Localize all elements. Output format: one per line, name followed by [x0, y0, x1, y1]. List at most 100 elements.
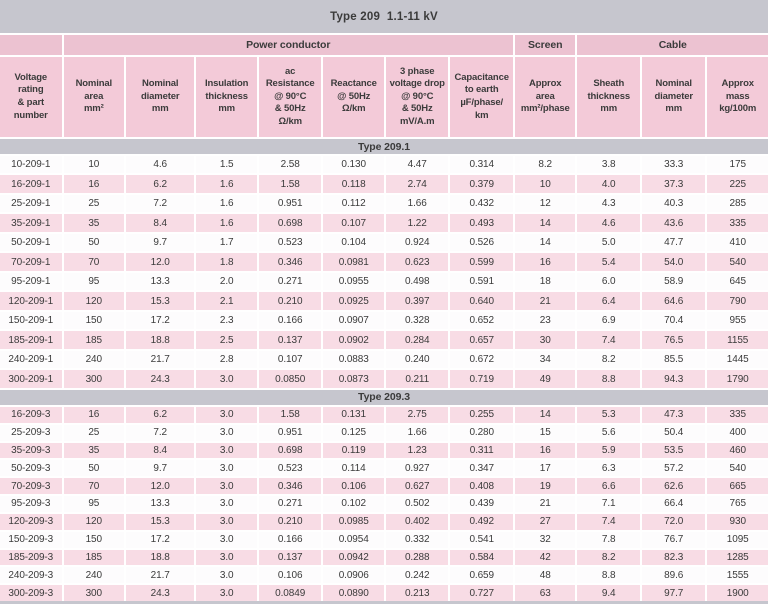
table-cell: 765	[707, 496, 768, 512]
table-cell: 5.6	[577, 424, 640, 441]
table-cell: 0.118	[323, 175, 384, 193]
part-number-cell: 16-209-3	[0, 406, 62, 423]
table-cell: 85.5	[641, 350, 706, 369]
table-cell: 0.0849	[258, 585, 322, 601]
table-cell: 0.130	[323, 156, 384, 174]
table-cell: 0.106	[258, 567, 322, 584]
table-cell: 0.211	[385, 370, 449, 388]
table-cell: 15.3	[126, 292, 195, 310]
part-number-cell: 185-209-3	[0, 549, 62, 566]
table-cell: 0.284	[385, 331, 449, 349]
part-number-cell: 50-209-1	[0, 233, 62, 252]
table-cell: 0.0954	[323, 531, 384, 548]
table-cell: 185	[63, 331, 125, 349]
table-cell: 1.6	[196, 175, 257, 193]
table-cell: 0.927	[385, 460, 449, 477]
table-cell: 1095	[707, 531, 768, 548]
table-cell: 0.951	[258, 424, 322, 441]
table-cell: 7.4	[577, 513, 640, 530]
part-number-cell: 16-209-1	[0, 175, 62, 193]
table-cell: 25	[63, 194, 125, 213]
table-cell: 0.137	[258, 549, 322, 566]
table-cell: 0.408	[450, 478, 513, 495]
table-cell: 0.0955	[323, 272, 384, 291]
table-cell: 4.0	[577, 175, 640, 193]
cable-spec-table: Power conductor Screen Cable Voltage rating…	[0, 35, 768, 601]
table-cell: 12	[514, 194, 576, 213]
table-cell: 0.627	[385, 478, 449, 495]
table-cell: 5.9	[577, 442, 640, 459]
table-cell: 240	[63, 567, 125, 584]
table-cell: 6.6	[577, 478, 640, 495]
column-group-header: Cable	[577, 35, 768, 55]
table-cell: 5.3	[577, 406, 640, 423]
table-cell: 0.397	[385, 292, 449, 310]
table-cell: 1.6	[196, 194, 257, 213]
part-number-cell: 240-209-1	[0, 350, 62, 369]
table-cell: 40.3	[641, 194, 706, 213]
table-cell: 1155	[707, 331, 768, 349]
table-cell: 8.8	[577, 370, 640, 388]
table-cell: 0.698	[258, 442, 322, 459]
table-cell: 0.672	[450, 350, 513, 369]
table-cell: 930	[707, 513, 768, 530]
table-cell: 30	[514, 331, 576, 349]
table-cell: 16	[63, 406, 125, 423]
column-group-header: Screen	[514, 35, 576, 55]
table-cell: 47.3	[641, 406, 706, 423]
table-cell: 0.432	[450, 194, 513, 213]
table-cell: 0.271	[258, 272, 322, 291]
table-cell: 0.523	[258, 460, 322, 477]
table-cell: 97.7	[641, 585, 706, 601]
part-number-cell: 35-209-1	[0, 214, 62, 232]
table-cell: 58.9	[641, 272, 706, 291]
table-cell: 89.6	[641, 567, 706, 584]
table-area: Power conductor Screen Cable Voltage rating…	[0, 33, 768, 601]
table-cell: 70	[63, 478, 125, 495]
table-cell: 0.640	[450, 292, 513, 310]
table-cell: 35	[63, 442, 125, 459]
table-cell: 120	[63, 513, 125, 530]
table-cell: 0.541	[450, 531, 513, 548]
table-cell: 1900	[707, 585, 768, 601]
table-cell: 3.0	[196, 442, 257, 459]
table-cell: 0.493	[450, 214, 513, 232]
table-cell: 0.591	[450, 272, 513, 291]
table-cell: 0.166	[258, 531, 322, 548]
table-cell: 3.0	[196, 424, 257, 441]
table-cell: 0.0890	[323, 585, 384, 601]
table-cell: 14	[514, 406, 576, 423]
table-cell: 4.6	[577, 214, 640, 232]
table-cell: 3.8	[577, 156, 640, 174]
table-cell: 0.240	[385, 350, 449, 369]
table-cell: 0.402	[385, 513, 449, 530]
table-cell: 6.4	[577, 292, 640, 310]
table-cell: 0.114	[323, 460, 384, 477]
table-cell: 540	[707, 253, 768, 271]
table-cell: 0.498	[385, 272, 449, 291]
table-cell: 5.0	[577, 233, 640, 252]
table-cell: 13.3	[126, 272, 195, 291]
table-cell: 10	[63, 156, 125, 174]
table-cell: 410	[707, 233, 768, 252]
part-number-cell: 25-209-1	[0, 194, 62, 213]
column-header: 3 phase voltage drop @ 90°C & 50Hz mV/A.…	[385, 57, 449, 137]
table-cell: 16	[514, 253, 576, 271]
table-cell: 3.0	[196, 531, 257, 548]
table-cell: 335	[707, 406, 768, 423]
table-cell: 23	[514, 311, 576, 330]
table-cell: 8.4	[126, 214, 195, 232]
table-cell: 47.7	[641, 233, 706, 252]
table-cell: 21	[514, 496, 576, 512]
table-cell: 3.0	[196, 496, 257, 512]
table-cell: 16	[514, 442, 576, 459]
table-cell: 1.66	[385, 424, 449, 441]
table-cell: 0.112	[323, 194, 384, 213]
table-cell: 0.0906	[323, 567, 384, 584]
column-group-spacer	[0, 35, 62, 55]
table-cell: 3.0	[196, 370, 257, 388]
table-cell: 3.0	[196, 460, 257, 477]
table-cell: 4.6	[126, 156, 195, 174]
table-cell: 3.0	[196, 478, 257, 495]
